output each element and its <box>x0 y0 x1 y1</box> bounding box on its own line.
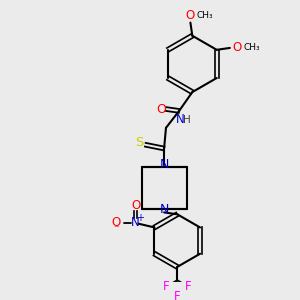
Text: O: O <box>233 41 242 54</box>
Text: N: N <box>176 113 184 126</box>
Text: CH₃: CH₃ <box>196 11 213 20</box>
Text: O: O <box>156 103 166 116</box>
Text: N: N <box>159 203 169 216</box>
Text: N: N <box>131 216 140 229</box>
Text: F: F <box>185 280 192 293</box>
Text: O: O <box>131 199 140 212</box>
Text: H: H <box>183 115 190 125</box>
Text: O: O <box>111 216 121 229</box>
Text: +: + <box>136 213 144 223</box>
Text: F: F <box>163 280 169 293</box>
Text: F: F <box>174 290 181 300</box>
Text: ⁻: ⁻ <box>113 224 119 234</box>
Text: CH₃: CH₃ <box>244 44 261 52</box>
Text: N: N <box>159 158 169 171</box>
Text: O: O <box>186 8 195 22</box>
Text: S: S <box>136 136 144 149</box>
